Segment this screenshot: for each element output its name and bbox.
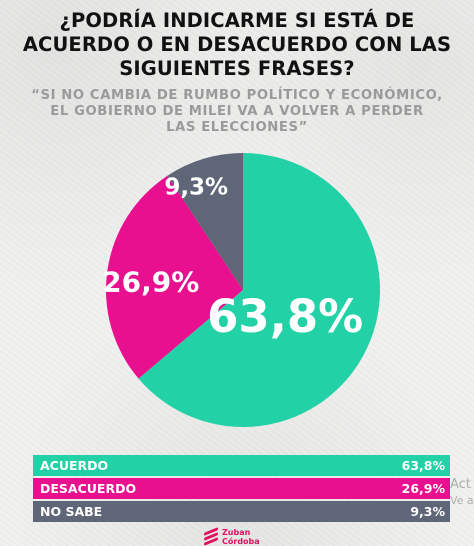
pie-slice-desacuerdo: [106, 175, 243, 379]
legend-label-desacuerdo: DESACUERDO: [40, 481, 137, 496]
logo-mark-icon: [204, 527, 218, 546]
chart-subtitle: “SI NO CAMBIA DE RUMBO POLÍTICO Y ECONÓM…: [31, 88, 443, 135]
legend-row-acuerdo: ACUERDO 63,8%: [33, 455, 450, 476]
legend-label-acuerdo: ACUERDO: [40, 458, 109, 473]
legend-label-no-sabe: NO SABE: [40, 504, 103, 519]
pie-slice-no-sabe: [167, 153, 243, 290]
legend-row-no-sabe: NO SABE 9,3%: [33, 501, 450, 522]
watermark-line-1: Act: [450, 477, 471, 492]
legend-value-no-sabe: 9,3%: [410, 504, 445, 519]
zuban-cordoba-logo: Zuban Córdoba: [204, 526, 264, 546]
pie-slice-acuerdo: [138, 153, 381, 427]
legend-row-desacuerdo: DESACUERDO 26,9%: [33, 478, 450, 499]
logo-text: Zuban Córdoba: [222, 528, 260, 546]
pie-label-no-sabe: 9,3%: [164, 175, 228, 201]
legend: ACUERDO 63,8% DESACUERDO 26,9% NO SABE 9…: [33, 455, 450, 524]
watermark-line-2: Ve a: [450, 494, 474, 507]
pie-label-desacuerdo: 26,9%: [102, 265, 199, 298]
activation-watermark: Act Ve a: [450, 477, 474, 509]
chart-title: ¿PODRÍA INDICARME SI ESTÁ DE ACUERDO O E…: [22, 9, 452, 80]
legend-value-desacuerdo: 26,9%: [401, 481, 445, 496]
legend-value-acuerdo: 63,8%: [401, 458, 445, 473]
pie-label-acuerdo: 63,8%: [207, 290, 363, 343]
